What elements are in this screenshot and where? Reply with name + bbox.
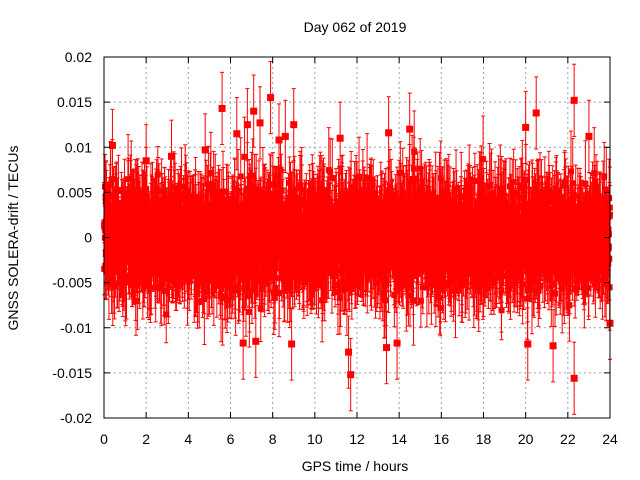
marker <box>241 153 248 160</box>
marker <box>146 275 153 282</box>
marker <box>111 283 118 290</box>
marker <box>140 203 147 210</box>
chart-title: Day 062 of 2019 <box>304 19 407 35</box>
marker <box>132 297 139 304</box>
marker <box>152 267 159 274</box>
marker <box>102 183 109 190</box>
marker <box>163 311 170 318</box>
data-points <box>101 61 614 415</box>
marker <box>141 208 148 215</box>
marker <box>133 202 140 209</box>
marker <box>134 282 141 289</box>
marker <box>125 190 132 197</box>
marker <box>128 176 135 183</box>
marker <box>158 187 165 194</box>
marker <box>157 285 164 292</box>
marker <box>121 190 128 197</box>
marker <box>143 192 150 199</box>
marker <box>129 198 136 205</box>
marker <box>123 278 130 285</box>
marker <box>161 287 168 294</box>
